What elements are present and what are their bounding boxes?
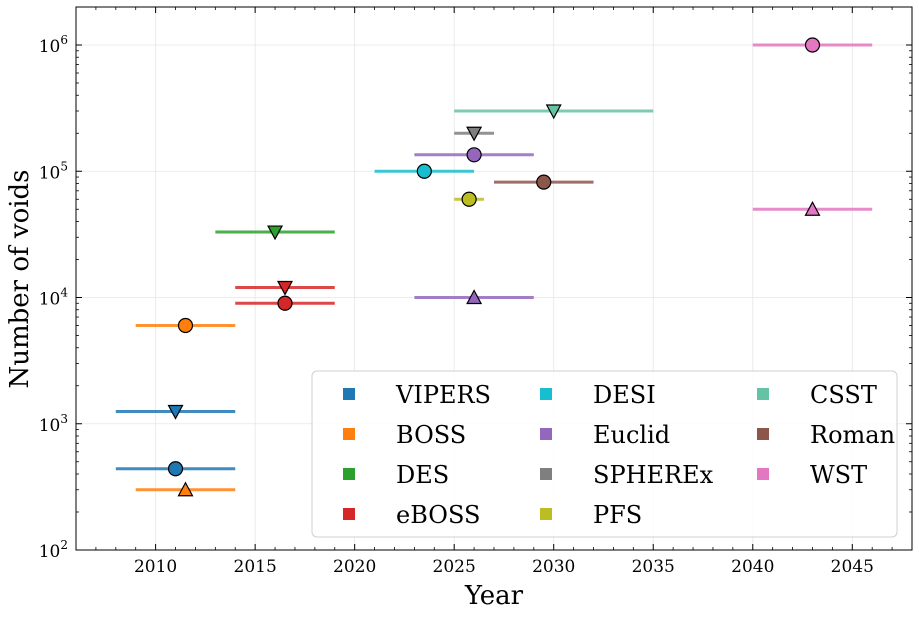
legend-swatch-roman xyxy=(757,428,769,440)
y-tick-label: 103 xyxy=(39,412,68,436)
x-tick-label: 2025 xyxy=(433,557,476,577)
y-tick-base: 10 xyxy=(39,542,61,562)
y-tick-label: 106 xyxy=(39,33,68,57)
desi-point-circle xyxy=(416,163,432,179)
y-tick-base: 10 xyxy=(39,290,61,310)
x-tick-label: 2010 xyxy=(134,557,177,577)
legend-label-vipers: VIPERS xyxy=(395,381,491,409)
x-tick-label: 2035 xyxy=(632,557,675,577)
legend-swatch-boss xyxy=(343,428,355,440)
legend-swatch-des xyxy=(343,468,355,480)
legend-swatch-vipers xyxy=(343,388,355,400)
legend-swatch-spherex xyxy=(540,468,552,480)
legend: VIPERS BOSS DES eBOSS DESI Euclid SPHEREx PFS CS… xyxy=(311,370,898,538)
y-tick-exponent: 3 xyxy=(60,412,68,426)
legend-label-spherex: SPHEREx xyxy=(593,461,714,489)
legend-swatch-pfs xyxy=(540,508,552,520)
eboss-point-triangle-down xyxy=(276,280,294,296)
legend-swatch-desi xyxy=(540,388,552,400)
des-point-triangle-down xyxy=(267,225,284,241)
y-tick-base: 10 xyxy=(39,163,61,183)
boss-point-circle xyxy=(177,317,194,334)
y-tick-base: 10 xyxy=(39,37,61,57)
legend-swatch-csst xyxy=(757,388,769,400)
spherex-point-triangle-down xyxy=(466,126,483,142)
legend-label-wst: WST xyxy=(810,461,867,489)
y-tick-label: 104 xyxy=(39,286,69,310)
legend-label-des: DES xyxy=(396,461,449,489)
legend-label-euclid: Euclid xyxy=(593,421,670,449)
x-tick-label: 2030 xyxy=(532,557,575,577)
legend-label-eboss: eBOSS xyxy=(396,501,480,529)
pfs-point-circle xyxy=(461,191,477,207)
roman-point-circle xyxy=(536,174,552,190)
x-tick-label: 2020 xyxy=(333,557,376,577)
y-tick-exponent: 4 xyxy=(60,286,68,300)
eboss-point-circle xyxy=(277,295,293,311)
x-tick-label: 2040 xyxy=(731,557,774,577)
vipers-point-circle xyxy=(167,461,184,477)
x-tick-label: 2015 xyxy=(234,557,277,577)
legend-frame xyxy=(311,370,898,538)
legend-swatch-wst xyxy=(757,468,769,480)
boss-point-triangle-up xyxy=(177,481,194,497)
euclid-point-circle xyxy=(466,147,482,163)
csst-point-triangle-down xyxy=(545,104,562,120)
y-tick-base: 10 xyxy=(39,416,61,436)
x-axis-label: Year xyxy=(464,581,524,611)
legend-label-roman: Roman xyxy=(810,421,895,449)
euclid-point-triangle-up xyxy=(466,289,483,305)
wst-point-circle xyxy=(804,37,821,53)
vipers-point-triangle-down xyxy=(167,404,184,420)
legend-label-csst: CSST xyxy=(810,381,877,409)
series-markers xyxy=(167,37,821,497)
legend-label-desi: DESI xyxy=(593,381,656,409)
y-tick-exponent: 2 xyxy=(60,538,68,552)
y-axis-label: Number of voids xyxy=(5,169,35,388)
x-tick-label: 2045 xyxy=(831,557,874,577)
legend-swatch-eboss xyxy=(343,508,355,520)
y-tick-exponent: 5 xyxy=(60,159,68,173)
y-tick-label: 105 xyxy=(39,159,68,183)
x-axis: 2010 2015 2020 2025 2030 2035 2040 2045 xyxy=(95,7,893,577)
wst-point-triangle-up xyxy=(804,200,821,216)
y-tick-label: 102 xyxy=(39,538,68,562)
legend-label-boss: BOSS xyxy=(396,421,466,449)
legend-label-pfs: PFS xyxy=(593,501,642,529)
legend-swatch-euclid xyxy=(540,428,552,440)
y-tick-exponent: 6 xyxy=(60,33,68,47)
